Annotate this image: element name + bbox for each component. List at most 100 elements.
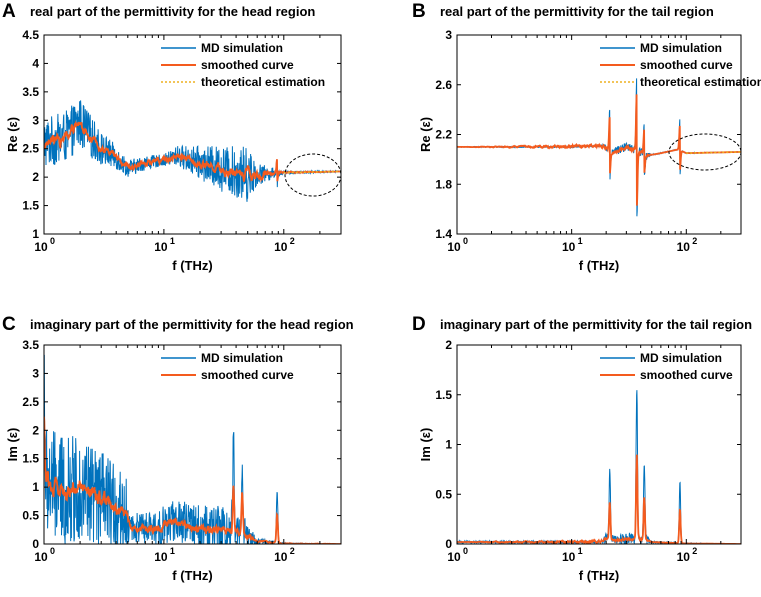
y-tick-label: 0 bbox=[445, 537, 452, 551]
legend-D: MD simulation smoothed curve bbox=[600, 351, 733, 382]
series-theoretical-estimation-B bbox=[686, 151, 741, 154]
x-tick-label: 10 bbox=[562, 240, 576, 254]
y-tick-label: 2.5 bbox=[22, 142, 39, 156]
panel-letter-A: A bbox=[2, 1, 16, 22]
y-tick-label: 0.5 bbox=[22, 509, 39, 523]
x-tick-exponent: 1 bbox=[578, 546, 583, 556]
x-tick-label: 10 bbox=[447, 240, 461, 254]
data-series-B bbox=[457, 78, 741, 217]
x-tick-exponent: 0 bbox=[50, 236, 55, 246]
legend-entry: smoothed curve bbox=[640, 368, 733, 382]
x-tick-exponent: 1 bbox=[170, 546, 175, 556]
y-tick-label: 1.4 bbox=[435, 227, 452, 241]
y-tick-label: 2.6 bbox=[435, 78, 452, 92]
chart-title-A: real part of the permittivity for the he… bbox=[30, 4, 315, 19]
y-axis-label-D: Im (ε) bbox=[418, 428, 433, 462]
legend-entry: MD simulation bbox=[201, 41, 283, 55]
x-tick-exponent: 1 bbox=[578, 236, 583, 246]
legend-B: MD simulation smoothed curve theoretical e… bbox=[600, 41, 761, 89]
x-tick-label: 10 bbox=[274, 550, 288, 564]
x-tick-label: 10 bbox=[154, 240, 168, 254]
y-tick-label: 2.2 bbox=[435, 128, 452, 142]
panel-letter-C: C bbox=[2, 314, 16, 335]
axes-box-C bbox=[43, 344, 342, 545]
y-tick-label: 1.5 bbox=[22, 199, 39, 213]
dashed-ellipse-annotation-A bbox=[284, 153, 342, 197]
x-tick-exponent: 2 bbox=[692, 236, 697, 246]
series-smoothed-curve-B bbox=[457, 94, 741, 206]
x-tick-label: 10 bbox=[562, 550, 576, 564]
series-md-simulation-D bbox=[457, 390, 741, 544]
x-tick-exponent: 2 bbox=[290, 546, 295, 556]
x-axis-label-C: f (THz) bbox=[172, 568, 212, 583]
y-tick-label: 4.5 bbox=[22, 28, 39, 42]
axes-box-A bbox=[43, 34, 342, 235]
y-axis-label-A: Re (ε) bbox=[5, 117, 20, 152]
x-tick-exponent: 2 bbox=[290, 236, 295, 246]
y-tick-label: 2 bbox=[32, 170, 39, 184]
x-tick-label: 10 bbox=[447, 550, 461, 564]
legend-A: MD simulation smoothed curve theoretical e… bbox=[161, 41, 325, 89]
y-tick-label: 1 bbox=[445, 438, 452, 452]
y-tick-label: 3 bbox=[445, 28, 452, 42]
y-tick-label: 3.5 bbox=[22, 338, 39, 352]
y-tick-label: 1 bbox=[32, 227, 39, 241]
x-tick-label: 10 bbox=[34, 550, 48, 564]
y-tick-label: 1 bbox=[32, 480, 39, 494]
x-tick-label: 10 bbox=[274, 240, 288, 254]
y-axis-label-C: Im (ε) bbox=[5, 428, 20, 462]
x-tick-exponent: 1 bbox=[170, 236, 175, 246]
y-tick-label: 1.8 bbox=[435, 177, 452, 191]
y-axis-label-B: Re (ε) bbox=[418, 117, 433, 152]
chart-title-D: imaginary part of the permittivity for t… bbox=[440, 317, 752, 332]
legend-C: MD simulation smoothed curve bbox=[161, 351, 294, 382]
series-theoretical-estimation-A bbox=[283, 170, 341, 174]
legend-entry: smoothed curve bbox=[640, 58, 733, 72]
x-tick-label: 10 bbox=[677, 240, 691, 254]
x-tick-label: 10 bbox=[154, 550, 168, 564]
data-series-C bbox=[44, 354, 341, 544]
x-tick-exponent: 0 bbox=[50, 546, 55, 556]
y-tick-label: 1.5 bbox=[22, 452, 39, 466]
legend-entry: smoothed curve bbox=[201, 58, 294, 72]
y-tick-label: 2 bbox=[32, 423, 39, 437]
x-tick-exponent: 0 bbox=[463, 236, 468, 246]
legend-entry: theoretical estimation bbox=[640, 75, 761, 89]
x-tick-exponent: 2 bbox=[692, 546, 697, 556]
chart-title-C: imaginary part of the permittivity for t… bbox=[30, 317, 354, 332]
y-tick-label: 3.5 bbox=[22, 85, 39, 99]
y-tick-label: 3 bbox=[32, 366, 39, 380]
dashed-ellipse-annotation-B bbox=[668, 133, 742, 171]
y-tick-label: 3 bbox=[32, 113, 39, 127]
x-axis-label-A: f (THz) bbox=[172, 258, 212, 273]
x-tick-label: 10 bbox=[677, 550, 691, 564]
y-tick-label: 2 bbox=[445, 338, 452, 352]
panel-letter-B: B bbox=[412, 1, 426, 22]
legend-entry: MD simulation bbox=[640, 351, 722, 365]
x-axis-label-D: f (THz) bbox=[579, 568, 619, 583]
y-tick-label: 2.5 bbox=[22, 395, 39, 409]
x-axis-label-B: f (THz) bbox=[579, 258, 619, 273]
data-series-A bbox=[44, 100, 341, 202]
legend-entry: theoretical estimation bbox=[201, 75, 325, 89]
legend-entry: MD simulation bbox=[201, 351, 283, 365]
legend-entry: smoothed curve bbox=[201, 368, 294, 382]
y-tick-label: 1.5 bbox=[435, 388, 452, 402]
legend-entry: MD simulation bbox=[640, 41, 722, 55]
x-tick-label: 10 bbox=[34, 240, 48, 254]
series-smoothed-curve-A bbox=[44, 120, 341, 183]
series-smoothed-curve-D bbox=[457, 454, 741, 544]
panel-letter-D: D bbox=[412, 314, 426, 335]
x-tick-exponent: 0 bbox=[463, 546, 468, 556]
data-series-D bbox=[457, 390, 741, 544]
chart-title-B: real part of the permittivity for the ta… bbox=[440, 4, 714, 19]
y-tick-label: 4 bbox=[32, 56, 39, 70]
y-tick-label: 0.5 bbox=[435, 487, 452, 501]
series-md-simulation-C bbox=[44, 354, 341, 544]
y-tick-label: 0 bbox=[32, 537, 39, 551]
